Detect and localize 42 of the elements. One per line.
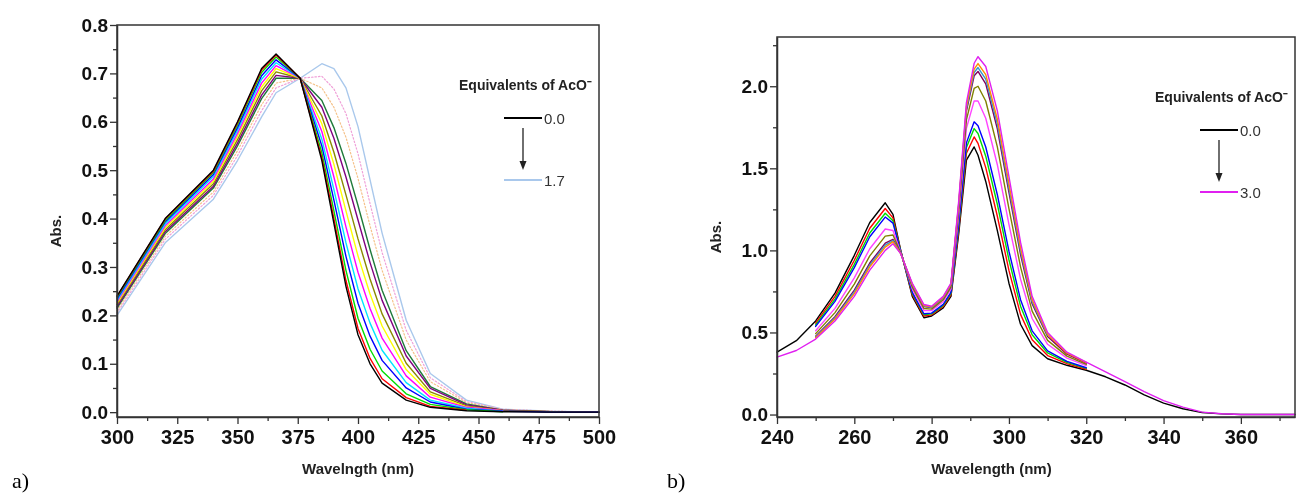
y-tick-label: 0.8 <box>81 14 108 36</box>
x-tick-label: 300 <box>992 426 1027 448</box>
y-tick-label: 0.0 <box>741 404 768 426</box>
legend-title: Equivalents of AcO⁻ <box>459 77 592 93</box>
y-axis-title: Abs. <box>707 220 724 254</box>
x-tick-label: 475 <box>522 426 556 448</box>
legend-label: 3.0 <box>1240 184 1261 201</box>
y-tick-label: 0.5 <box>741 322 769 344</box>
y-tick-label: 0.5 <box>81 159 109 181</box>
x-tick-label: 260 <box>838 426 872 448</box>
x-tick-label: 425 <box>402 426 436 448</box>
y-tick-label: 0.4 <box>81 208 109 230</box>
x-tick-label: 325 <box>161 426 195 448</box>
x-tick-label: 500 <box>582 426 617 448</box>
y-tick-label: 1.5 <box>741 157 769 179</box>
x-tick-label: 350 <box>221 426 255 448</box>
x-tick-label: 300 <box>100 426 135 448</box>
x-tick-label: 240 <box>760 426 795 448</box>
x-tick-label: 450 <box>462 426 496 448</box>
legend-label: 0.0 <box>544 110 565 127</box>
legend-title: Equivalents of AcO⁻ <box>1155 89 1288 105</box>
y-tick-label: 1.0 <box>741 239 768 261</box>
legend-label: 1.7 <box>544 172 565 189</box>
x-tick-label: 400 <box>341 426 376 448</box>
x-tick-label: 375 <box>281 426 315 448</box>
x-axis-title: Wavelength (nm) <box>931 460 1052 477</box>
text: a) <box>12 468 30 493</box>
y-tick-label: 0.0 <box>81 401 108 423</box>
x-axis-title: Wavelngth (nm) <box>302 460 414 477</box>
y-tick-label: 0.7 <box>81 62 108 84</box>
y-tick-label: 0.2 <box>81 304 108 326</box>
x-tick-label: 280 <box>915 426 949 448</box>
y-axis-title: Abs. <box>47 214 64 248</box>
y-tick-label: 0.6 <box>81 111 108 133</box>
text: b) <box>667 468 686 493</box>
x-tick-label: 360 <box>1224 426 1259 448</box>
y-tick-label: 2.0 <box>741 75 768 97</box>
x-tick-label: 340 <box>1147 426 1181 448</box>
y-tick-label: 0.3 <box>81 256 108 278</box>
y-tick-label: 0.1 <box>81 353 109 375</box>
x-tick-label: 320 <box>1070 426 1104 448</box>
legend-label: 0.0 <box>1240 122 1261 139</box>
